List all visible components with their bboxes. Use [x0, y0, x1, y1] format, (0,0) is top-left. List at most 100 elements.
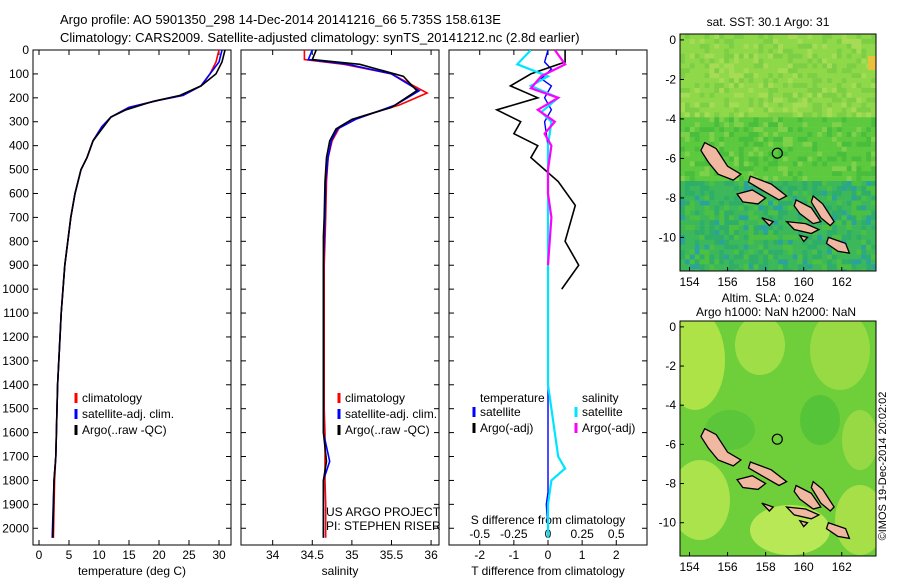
map-x-tick-label: 156: [718, 275, 738, 289]
map-x-tick-label: 160: [794, 560, 814, 574]
x-tick-label: 25: [182, 548, 196, 562]
map-y-tick-label: -2: [665, 72, 676, 86]
plot-frame: [240, 49, 440, 546]
map-y-tick-label: 0: [669, 33, 676, 47]
sst-map-title: sat. SST: 30.1 Argo: 31: [707, 15, 830, 29]
y-tick-label: 1000: [2, 282, 29, 296]
y-tick-label: 900: [9, 258, 29, 272]
y-tick-label: 700: [9, 210, 29, 224]
difference-panel: -2 -1 0 1 2 T difference from climatology -0.5…: [448, 49, 648, 578]
island-coastline: [784, 220, 821, 235]
diff-series-line-3: [529, 50, 567, 266]
sla-map-title: Altim. SLA: 0.024: [722, 291, 815, 305]
island-coastline: [747, 175, 788, 201]
x2-tick-label: -0.5: [469, 527, 490, 541]
map-y-tick-label: 0: [669, 320, 676, 334]
island-coastline: [747, 461, 788, 487]
plot-frame: [32, 49, 232, 546]
y-tick-label: 1400: [2, 378, 29, 392]
x-tick-label: 1: [579, 548, 586, 562]
map-frame: [679, 320, 877, 557]
island-coastline: [810, 480, 835, 512]
x-tick-label: 10: [92, 548, 106, 562]
map-x-tick-label: 158: [756, 275, 776, 289]
island-coastline: [736, 475, 767, 491]
project-annotation: PI: STEPHEN RISER: [326, 519, 441, 533]
x-tick-label: 35: [345, 548, 359, 562]
y-tick-label: 1700: [2, 450, 29, 464]
x-tick-label: -1: [509, 548, 520, 562]
legend-entry: satellite-adj. clim.: [345, 407, 437, 421]
x-tick-label: 15: [122, 548, 136, 562]
island-coastline: [793, 198, 822, 225]
map-y-tick-label: -4: [665, 112, 676, 126]
x-axis-label: temperature (deg C): [78, 564, 186, 578]
legend-temperature-heading: temperature: [480, 391, 545, 405]
island-coastline: [700, 427, 743, 467]
legend-entry: climatology: [345, 391, 405, 405]
x-tick-label: 35.5: [380, 548, 404, 562]
legend-entry: Argo(..raw -QC): [345, 423, 430, 437]
map-x-tick-label: 154: [679, 560, 699, 574]
map-y-tick-label: -10: [659, 516, 677, 530]
argo-location-marker: [771, 433, 783, 445]
island-coastline: [761, 502, 775, 512]
project-annotation: US ARGO PROJECT: [326, 505, 441, 519]
island-coastline: [810, 194, 835, 227]
x2-tick-label: 0.5: [608, 527, 625, 541]
x2-tick-label: -0.25: [500, 527, 528, 541]
legend-entry: Argo(-adj): [582, 421, 635, 435]
legend-entry: climatology: [82, 391, 142, 405]
y-tick-label: 800: [9, 234, 29, 248]
x-tick-label: 0: [36, 548, 43, 562]
island-coastline: [700, 141, 743, 181]
sla-map-subtitle: Argo h1000: NaN h2000: NaN: [696, 305, 856, 319]
argo-location-marker: [771, 147, 783, 159]
legend-entry: satellite-adj. clim.: [82, 407, 174, 421]
map-y-tick-label: -8: [665, 477, 676, 491]
x-tick-label: 0: [545, 548, 552, 562]
island-coastline: [825, 521, 851, 540]
y-tick-label: 600: [9, 186, 29, 200]
map-y-tick-label: -6: [665, 151, 676, 165]
island-coastline: [798, 519, 809, 528]
sla-map: 154 156 158 160 162 0 -2 -4 -6 -8 -10 Altim. SLA: 0…: [659, 291, 877, 574]
y-tick-label: 1600: [2, 426, 29, 440]
y-tick-label: 0: [22, 43, 29, 57]
map-x-tick-label: 156: [718, 560, 738, 574]
map-x-tick-label: 160: [794, 275, 814, 289]
map-field: [680, 321, 876, 556]
x-tick-label: 20: [152, 548, 166, 562]
map-y-tick-label: -10: [659, 230, 677, 244]
x-tick-label: 2: [613, 548, 620, 562]
island-coastline: [784, 506, 821, 520]
map-y-tick-label: -4: [665, 398, 676, 412]
island-coastline: [793, 484, 822, 510]
y-tick-label: 1200: [2, 330, 29, 344]
y-tick-label: 100: [9, 67, 29, 81]
island-coastline: [798, 234, 809, 243]
map-y-tick-label: -6: [665, 437, 676, 451]
y-tick-label: 300: [9, 115, 29, 129]
x-tick-label: 5: [66, 548, 73, 562]
title-line-1: Argo profile: AO 5901350_298 14-Dec-2014…: [60, 12, 501, 27]
y-tick-label: 1100: [3, 306, 29, 320]
legend-entry: Argo(-adj): [480, 421, 533, 435]
diff-series-line-1: [494, 50, 580, 290]
series-line-2: [52, 50, 226, 538]
x-axis-label: salinity: [322, 564, 359, 578]
map-y-tick-label: -8: [665, 191, 676, 205]
y-tick-label: 1800: [2, 473, 29, 487]
y-tick-label: 1900: [2, 497, 29, 511]
x2-tick-label: 0.25: [570, 527, 594, 541]
island-coastline: [761, 217, 775, 227]
legend-entry: satellite: [480, 405, 521, 419]
legend-salinity-heading: salinity: [582, 391, 619, 405]
map-frame: [679, 33, 877, 272]
map-x-tick-label: 158: [756, 560, 776, 574]
x-tick-label: 34: [266, 548, 280, 562]
legend-entry: Argo(..raw -QC): [82, 423, 167, 437]
y-tick-label: 1300: [2, 354, 29, 368]
island-coastline: [825, 236, 851, 255]
series-line-2: [311, 50, 419, 538]
